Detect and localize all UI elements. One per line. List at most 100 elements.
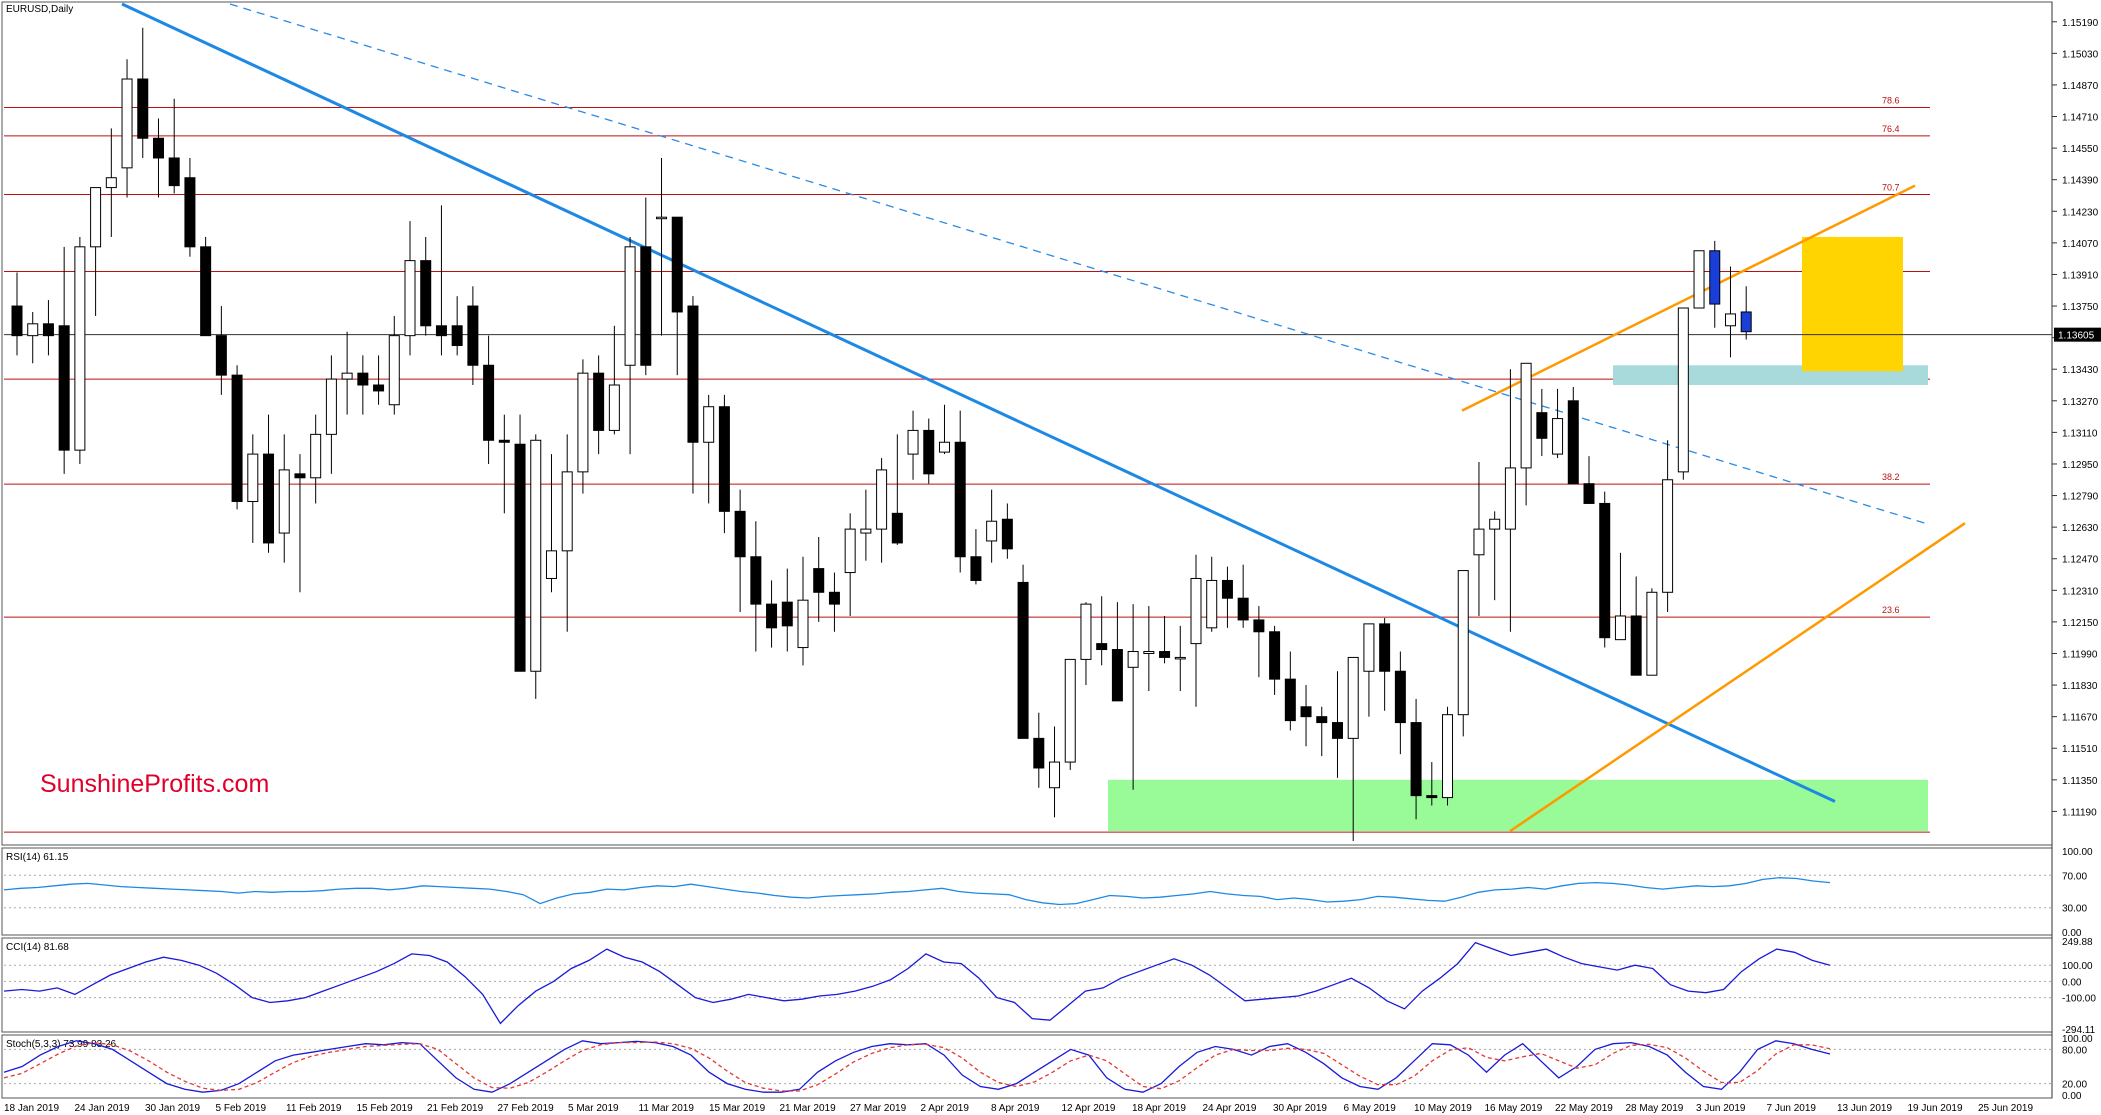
date-label: 5 Feb 2019	[216, 1103, 267, 1114]
candle	[1709, 240, 1721, 328]
fib-label: 76.4	[1882, 124, 1900, 134]
indicator-tick-label: 20.00	[2062, 1080, 2087, 1091]
candle	[1080, 602, 1092, 686]
candle	[1253, 606, 1265, 678]
candle	[891, 434, 903, 545]
channel-lower-line	[1509, 522, 1966, 833]
candle	[671, 216, 683, 376]
candle	[1504, 369, 1516, 632]
candle	[577, 359, 589, 494]
candle	[373, 355, 385, 405]
candle	[703, 394, 715, 504]
price-tick-label: 1.14710	[2062, 113, 2099, 124]
indicator-tick-label: 0.00	[2062, 977, 2082, 988]
price-tick-label: 1.14390	[2062, 176, 2099, 187]
price-tick-label: 1.15030	[2062, 49, 2099, 60]
indicator-tick-label: 30.00	[2062, 904, 2087, 915]
candle	[750, 521, 762, 652]
candle	[1237, 564, 1249, 628]
candle	[907, 410, 919, 480]
date-label: 12 Apr 2019	[1062, 1103, 1116, 1114]
date-label: 13 Jun 2019	[1837, 1103, 1892, 1114]
candle	[1159, 615, 1171, 664]
price-tick-label: 1.13910	[2062, 270, 2099, 281]
candle	[121, 59, 133, 198]
indicator-tick-label: -100.00	[2062, 994, 2096, 1005]
candle	[231, 365, 243, 510]
downtrend-line	[121, 2, 1836, 803]
indicator-label: RSI(14) 61.15	[6, 852, 69, 863]
candle	[1693, 250, 1705, 309]
indicator-tick-label: 100.00	[2062, 847, 2093, 858]
candle	[483, 335, 495, 464]
price-tick-label: 1.11510	[2062, 744, 2098, 755]
candle	[137, 27, 149, 158]
date-label: 6 May 2019	[1344, 1103, 1397, 1114]
date-label: 11 Mar 2019	[639, 1103, 695, 1114]
candle	[954, 410, 966, 573]
candle	[1049, 726, 1061, 818]
candle	[1206, 556, 1218, 632]
candle	[278, 434, 290, 563]
indicator-line	[3, 1040, 1831, 1093]
candle	[1410, 698, 1422, 820]
date-label: 25 Jun 2019	[1978, 1103, 2033, 1114]
candle	[624, 236, 636, 455]
date-label: 27 Mar 2019	[850, 1103, 907, 1114]
indicator-line	[3, 941, 1831, 1025]
candle	[42, 300, 54, 356]
candle	[1630, 576, 1642, 676]
candle	[1489, 511, 1501, 601]
candle	[1394, 651, 1406, 755]
symbol-label: EURUSD,Daily	[6, 4, 73, 15]
candle	[813, 537, 825, 622]
price-tick-label: 1.11350	[2062, 776, 2098, 787]
price-tick-label: 1.11830	[2062, 681, 2098, 692]
candle	[357, 355, 369, 415]
fib-label: 38.2	[1882, 472, 1900, 482]
candle	[828, 572, 840, 632]
candle	[734, 489, 746, 613]
candle	[986, 489, 998, 563]
indicator-label: Stoch(5,3,3) 73.99 83.26	[6, 1039, 117, 1050]
price-tick-label: 1.13430	[2062, 365, 2099, 376]
candle	[1677, 307, 1689, 480]
price-tick-label: 1.12150	[2062, 618, 2099, 629]
date-label: 5 Mar 2019	[568, 1103, 619, 1114]
candle	[1221, 566, 1233, 628]
date-label: 27 Feb 2019	[498, 1103, 555, 1114]
candle	[923, 418, 935, 484]
candle	[498, 414, 510, 514]
date-label: 28 May 2019	[1626, 1103, 1684, 1114]
current-price-tag	[2054, 327, 2101, 342]
candle	[687, 296, 699, 494]
date-label: 30 Jan 2019	[145, 1103, 200, 1114]
candle	[105, 128, 117, 237]
candle	[435, 205, 447, 356]
candle	[1331, 671, 1343, 778]
candle	[1284, 651, 1296, 731]
date-label: 15 Mar 2019	[709, 1103, 766, 1114]
candle	[90, 187, 102, 316]
candle	[388, 315, 400, 415]
indicator-line	[3, 1041, 1831, 1092]
candle	[656, 157, 668, 336]
candle	[58, 246, 70, 474]
candle	[263, 414, 275, 553]
indicator-tick-label: 100.00	[2062, 961, 2093, 972]
candle	[74, 236, 86, 464]
indicator-tick-label: 249.88	[2062, 937, 2093, 948]
price-tick-label: 1.15190	[2062, 18, 2099, 29]
price-tick-label: 1.12790	[2062, 492, 2099, 503]
candle	[341, 331, 353, 415]
price-tick-label: 1.11670	[2062, 713, 2098, 724]
date-label: 10 May 2019	[1414, 1103, 1472, 1114]
candle	[1473, 461, 1485, 616]
candle	[1096, 596, 1108, 666]
candle	[1662, 440, 1674, 613]
candle	[1143, 606, 1155, 691]
date-label: 22 May 2019	[1555, 1103, 1613, 1114]
candle	[1567, 386, 1579, 485]
candle	[310, 414, 322, 504]
